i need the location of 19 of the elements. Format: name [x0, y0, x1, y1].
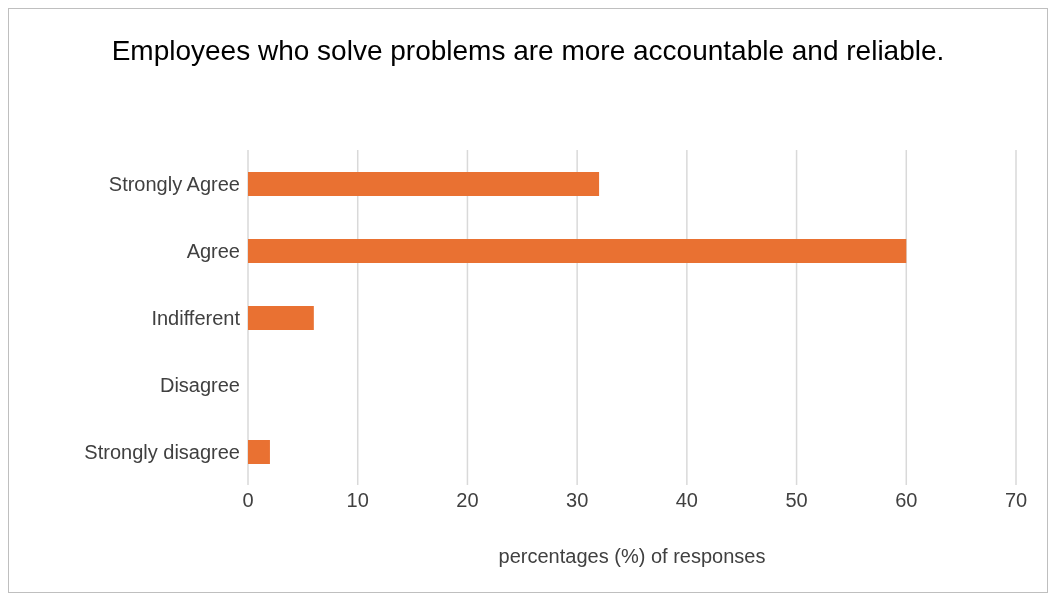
x-tick-label: 40: [675, 489, 698, 512]
bar: [248, 239, 907, 263]
bar: [248, 440, 270, 464]
x-tick-label: 30: [566, 489, 589, 512]
y-tick-label: Strongly Agree: [108, 172, 240, 195]
y-tick-label: Strongly disagree: [84, 440, 240, 463]
x-tick-label: 50: [785, 489, 808, 512]
chart-title: Employees who solve problems are more accountable and reliable.: [110, 34, 946, 68]
x-tick-label: 70: [1004, 489, 1028, 512]
y-tick-label: Indifferent: [151, 306, 241, 329]
x-axis-title: percentages (%) of responses: [498, 545, 766, 567]
bar: [248, 172, 600, 196]
x-tick-label: 0: [242, 489, 254, 512]
bar: [248, 306, 314, 330]
x-tick-label: 20: [456, 489, 479, 512]
y-tick-label: Agree: [186, 239, 240, 262]
x-tick-label: 60: [895, 489, 918, 512]
x-tick-label: 10: [346, 489, 369, 512]
y-tick-label: Disagree: [159, 373, 240, 396]
